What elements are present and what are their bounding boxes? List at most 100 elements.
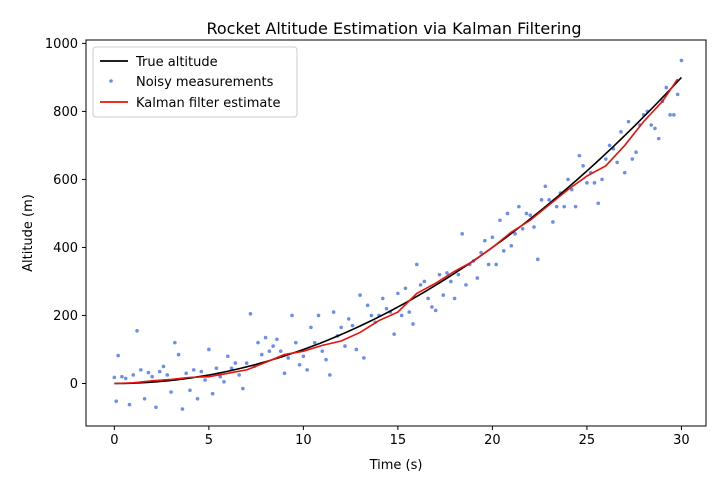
x-axis-label: Time (s)	[369, 458, 423, 473]
measurement-point	[520, 226, 525, 231]
measurement-point	[241, 386, 245, 391]
legend-swatch-noisy-measurements	[109, 79, 113, 83]
measurement-point	[396, 291, 400, 296]
measurement-point	[256, 340, 260, 345]
measurement-point	[176, 352, 181, 357]
measurement-point	[191, 368, 196, 372]
measurement-point	[437, 272, 442, 277]
noisy-measurements-series	[112, 58, 684, 411]
measurement-point	[679, 58, 684, 63]
measurement-point	[346, 317, 351, 321]
measurement-point	[596, 201, 601, 206]
measurement-point	[649, 123, 653, 127]
measurement-point	[320, 349, 325, 353]
measurement-point	[668, 113, 672, 117]
measurement-point	[354, 347, 359, 352]
measurement-point	[218, 374, 223, 379]
measurement-point	[656, 136, 661, 141]
legend-label-true-altitude: True altitude	[135, 55, 218, 70]
measurement-point	[653, 126, 657, 131]
measurement-point	[430, 305, 434, 309]
measurement-point	[290, 313, 294, 318]
measurement-point	[672, 113, 676, 117]
measurement-point	[581, 164, 585, 168]
measurement-point	[339, 325, 343, 330]
measurement-point	[312, 340, 317, 345]
measurement-point	[271, 344, 275, 348]
measurement-point	[592, 181, 597, 185]
measurement-point	[449, 279, 453, 284]
legend-label-kalman: Kalman filter estimate	[136, 96, 280, 111]
measurement-point	[486, 262, 491, 267]
measurement-point	[139, 368, 143, 372]
series-layer	[112, 58, 684, 411]
measurement-point	[619, 130, 623, 134]
measurement-point	[142, 396, 147, 401]
measurement-point	[517, 204, 521, 209]
measurement-point	[169, 390, 173, 394]
measurement-point	[131, 373, 136, 377]
x-tick-label: 5	[205, 433, 213, 448]
x-tick-label: 15	[390, 433, 407, 448]
measurement-point	[426, 296, 430, 301]
measurement-point	[532, 225, 536, 229]
legend-box	[92, 46, 298, 118]
measurement-point	[494, 262, 498, 267]
measurement-point	[294, 340, 298, 345]
measurement-point	[244, 361, 249, 365]
measurement-point	[403, 286, 408, 291]
measurement-point	[365, 303, 370, 308]
measurement-point	[634, 150, 638, 155]
x-tick-label: 10	[295, 433, 312, 448]
measurement-point	[569, 187, 574, 192]
measurement-point	[380, 296, 385, 301]
x-tick-label: 20	[484, 433, 501, 448]
measurement-point	[309, 325, 313, 330]
measurement-point	[501, 249, 506, 253]
measurement-point	[135, 328, 139, 333]
measurement-point	[328, 373, 332, 377]
legend-label-noisy-measurements: Noisy measurements	[136, 75, 274, 90]
measurement-point	[562, 204, 567, 209]
measurement-point	[263, 335, 268, 340]
y-tick-label: 600	[53, 173, 78, 188]
y-axis-label: Altitude (m)	[21, 194, 36, 272]
measurement-point	[286, 356, 291, 360]
legend: True altitude Noisy measurements Kalman …	[92, 46, 298, 118]
measurement-point	[445, 271, 449, 275]
measurement-point	[116, 353, 120, 358]
measurement-point	[615, 160, 619, 165]
measurement-point	[664, 85, 669, 90]
measurement-point	[199, 369, 204, 374]
measurement-point	[414, 262, 419, 267]
measurement-point	[165, 373, 170, 377]
measurement-point	[161, 364, 166, 369]
measurement-point	[577, 153, 582, 158]
measurement-point	[622, 170, 627, 175]
measurement-point	[301, 354, 306, 359]
measurement-point	[460, 232, 464, 236]
measurement-point	[626, 119, 631, 124]
measurement-point	[607, 143, 612, 148]
kalman-estimate-line	[114, 78, 679, 385]
measurement-point	[120, 374, 124, 379]
measurement-point	[535, 257, 540, 262]
measurement-point	[195, 396, 200, 401]
measurement-point	[490, 235, 495, 240]
measurement-point	[157, 369, 162, 374]
measurement-point	[184, 371, 188, 376]
measurement-point	[566, 177, 570, 182]
y-tick-label: 0	[70, 377, 78, 392]
measurement-point	[475, 276, 480, 280]
measurement-point	[547, 198, 551, 202]
measurement-point	[362, 356, 366, 360]
y-tick-label: 200	[53, 309, 78, 324]
measurement-point	[282, 371, 287, 376]
measurement-point	[324, 357, 328, 362]
measurement-point	[399, 313, 404, 318]
measurement-point	[407, 310, 412, 314]
measurement-point	[316, 313, 321, 318]
measurement-point	[452, 296, 457, 301]
measurement-point	[173, 340, 177, 345]
